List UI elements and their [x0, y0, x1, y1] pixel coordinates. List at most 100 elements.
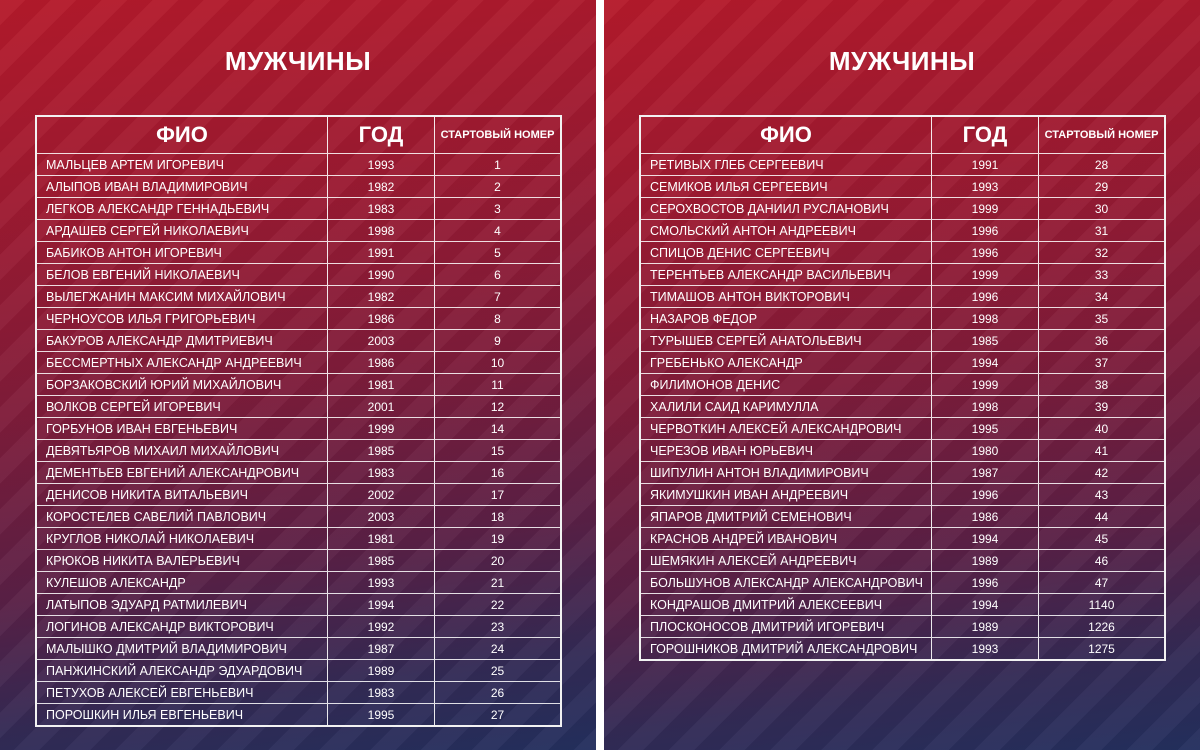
birth-year: 1982: [327, 286, 434, 307]
table-row: АЛЫПОВ ИВАН ВЛАДИМИРОВИЧ 1982 2: [37, 175, 560, 197]
participant-name: ДЕМЕНТЬЕВ ЕВГЕНИЙ АЛЕКСАНДРОВИЧ: [46, 465, 300, 480]
start-number: 43: [1038, 484, 1164, 505]
participant-name: ТИМАШОВ АНТОН ВИКТОРОВИЧ: [650, 289, 850, 304]
start-number: 17: [434, 484, 560, 505]
participants-table: ФИО ГОД СТАРТОВЫЙ НОМЕР МАЛЬЦЕВ АРТЕМ ИГ…: [35, 115, 562, 727]
panel-title: МУЖЧИНЫ: [828, 46, 976, 76]
table-row: БЕЛОВ ЕВГЕНИЙ НИКОЛАЕВИЧ 1990 6: [37, 263, 560, 285]
table-row: КУЛЕШОВ АЛЕКСАНДР 1993 21: [37, 571, 560, 593]
birth-year: 1980: [931, 440, 1038, 461]
birth-year: 1991: [327, 242, 434, 263]
birth-year: 1992: [327, 616, 434, 637]
birth-year: 1993: [327, 572, 434, 593]
participant-name: ШЕМЯКИН АЛЕКСЕЙ АНДРЕЕВИЧ: [650, 553, 857, 568]
table-row: БОЛЬШУНОВ АЛЕКСАНДР АЛЕКСАНДРОВИЧ 1996 47: [641, 571, 1164, 593]
birth-year: 1996: [931, 220, 1038, 241]
table-row: ЧЕРЕЗОВ ИВАН ЮРЬЕВИЧ 1980 41: [641, 439, 1164, 461]
table-row: ГРЕБЕНЬКО АЛЕКСАНДР 1994 37: [641, 351, 1164, 373]
start-number: 39: [1038, 396, 1164, 417]
birth-year: 1994: [931, 528, 1038, 549]
start-number: 41: [1038, 440, 1164, 461]
participant-name: ГРЕБЕНЬКО АЛЕКСАНДР: [650, 355, 803, 370]
participant-name: ЧЕРНОУСОВ ИЛЬЯ ГРИГОРЬЕВИЧ: [46, 311, 256, 326]
participant-name: ЛОГИНОВ АЛЕКСАНДР ВИКТОРОВИЧ: [46, 619, 274, 634]
table-row: ГОРОШНИКОВ ДМИТРИЙ АЛЕКСАНДРОВИЧ 1993 1275: [641, 637, 1164, 659]
table-row: ПЕТУХОВ АЛЕКСЕЙ ЕВГЕНЬЕВИЧ 1983 26: [37, 681, 560, 703]
birth-year: 1994: [931, 594, 1038, 615]
participant-name: БЕЛОВ ЕВГЕНИЙ НИКОЛАЕВИЧ: [46, 267, 240, 282]
right-panel: МУЖЧИНЫ ФИО ГОД СТАРТОВЫЙ НОМЕР РЕТИВЫХ …: [604, 0, 1200, 750]
start-number: 42: [1038, 462, 1164, 483]
start-number: 11: [434, 374, 560, 395]
table-row: ЛАТЫПОВ ЭДУАРД РАТМИЛЕВИЧ 1994 22: [37, 593, 560, 615]
birth-year: 1989: [931, 616, 1038, 637]
table-row: РЕТИВЫХ ГЛЕБ СЕРГЕЕВИЧ 1991 28: [641, 153, 1164, 175]
start-number: 1: [434, 154, 560, 175]
table-row: БАКУРОВ АЛЕКСАНДР ДМИТРИЕВИЧ 2003 9: [37, 329, 560, 351]
participant-name: АРДАШЕВ СЕРГЕЙ НИКОЛАЕВИЧ: [46, 223, 249, 238]
table-row: НАЗАРОВ ФЕДОР 1998 35: [641, 307, 1164, 329]
birth-year: 1990: [327, 264, 434, 285]
birth-year: 2002: [327, 484, 434, 505]
table-row: ПАНЖИНСКИЙ АЛЕКСАНДР ЭДУАРДОВИЧ 1989 25: [37, 659, 560, 681]
table-row: БЕССМЕРТНЫХ АЛЕКСАНДР АНДРЕЕВИЧ 1986 10: [37, 351, 560, 373]
participant-name: ЯПАРОВ ДМИТРИЙ СЕМЕНОВИЧ: [650, 509, 852, 524]
birth-year: 1995: [931, 418, 1038, 439]
participant-name: КРАСНОВ АНДРЕЙ ИВАНОВИЧ: [650, 531, 838, 546]
start-number: 47: [1038, 572, 1164, 593]
table-row: ТУРЫШЕВ СЕРГЕЙ АНАТОЛЬЕВИЧ 1985 36: [641, 329, 1164, 351]
table-row: ВОЛКОВ СЕРГЕЙ ИГОРЕВИЧ 2001 12: [37, 395, 560, 417]
start-number: 27: [434, 704, 560, 725]
table-row: КРУГЛОВ НИКОЛАЙ НИКОЛАЕВИЧ 1981 19: [37, 527, 560, 549]
start-number: 45: [1038, 528, 1164, 549]
birth-year: 1986: [327, 308, 434, 329]
start-number: 1226: [1038, 616, 1164, 637]
start-number: 12: [434, 396, 560, 417]
table-row: СПИЦОВ ДЕНИС СЕРГЕЕВИЧ 1996 32: [641, 241, 1164, 263]
participant-name: ТУРЫШЕВ СЕРГЕЙ АНАТОЛЬЕВИЧ: [650, 333, 862, 348]
start-number: 40: [1038, 418, 1164, 439]
start-number: 44: [1038, 506, 1164, 527]
participant-name: БОЛЬШУНОВ АЛЕКСАНДР АЛЕКСАНДРОВИЧ: [650, 575, 924, 590]
birth-year: 1996: [931, 572, 1038, 593]
table-row: ФИЛИМОНОВ ДЕНИС 1999 38: [641, 373, 1164, 395]
participant-name: МАЛЫШКО ДМИТРИЙ ВЛАДИМИРОВИЧ: [46, 641, 287, 656]
start-number: 7: [434, 286, 560, 307]
header-start-number: СТАРТОВЫЙ НОМЕР: [1038, 117, 1164, 153]
start-number: 8: [434, 308, 560, 329]
birth-year: 1983: [327, 198, 434, 219]
start-number: 5: [434, 242, 560, 263]
panel-title: МУЖЧИНЫ: [224, 46, 372, 76]
birth-year: 1994: [327, 594, 434, 615]
start-number: 33: [1038, 264, 1164, 285]
birth-year: 1985: [931, 330, 1038, 351]
table-row: ШЕМЯКИН АЛЕКСЕЙ АНДРЕЕВИЧ 1989 46: [641, 549, 1164, 571]
table-row: ЯПАРОВ ДМИТРИЙ СЕМЕНОВИЧ 1986 44: [641, 505, 1164, 527]
table-row: ТИМАШОВ АНТОН ВИКТОРОВИЧ 1996 34: [641, 285, 1164, 307]
start-number: 26: [434, 682, 560, 703]
birth-year: 1993: [327, 154, 434, 175]
birth-year: 1983: [327, 682, 434, 703]
participant-name: КРУГЛОВ НИКОЛАЙ НИКОЛАЕВИЧ: [46, 531, 255, 546]
participant-name: НАЗАРОВ ФЕДОР: [650, 311, 758, 326]
birth-year: 1994: [931, 352, 1038, 373]
start-number: 1140: [1038, 594, 1164, 615]
table-row: АРДАШЕВ СЕРГЕЙ НИКОЛАЕВИЧ 1998 4: [37, 219, 560, 241]
birth-year: 1999: [931, 374, 1038, 395]
start-number: 24: [434, 638, 560, 659]
participant-name: ПАНЖИНСКИЙ АЛЕКСАНДР ЭДУАРДОВИЧ: [46, 663, 303, 678]
start-number: 37: [1038, 352, 1164, 373]
birth-year: 1998: [931, 396, 1038, 417]
table-row: ПЛОСКОНОСОВ ДМИТРИЙ ИГОРЕВИЧ 1989 1226: [641, 615, 1164, 637]
start-number: 2: [434, 176, 560, 197]
table-row: БОРЗАКОВСКИЙ ЮРИЙ МИХАЙЛОВИЧ 1981 11: [37, 373, 560, 395]
table-row: ШИПУЛИН АНТОН ВЛАДИМИРОВИЧ 1987 42: [641, 461, 1164, 483]
table-row: ЛЕГКОВ АЛЕКСАНДР ГЕННАДЬЕВИЧ 1983 3: [37, 197, 560, 219]
start-number: 35: [1038, 308, 1164, 329]
participant-name: ПЕТУХОВ АЛЕКСЕЙ ЕВГЕНЬЕВИЧ: [46, 685, 254, 700]
participant-name: СЕМИКОВ ИЛЬЯ СЕРГЕЕВИЧ: [650, 179, 828, 194]
birth-year: 2003: [327, 330, 434, 351]
birth-year: 1996: [931, 484, 1038, 505]
table-row: ЧЕРНОУСОВ ИЛЬЯ ГРИГОРЬЕВИЧ 1986 8: [37, 307, 560, 329]
table-row: ТЕРЕНТЬЕВ АЛЕКСАНДР ВАСИЛЬЕВИЧ 1999 33: [641, 263, 1164, 285]
